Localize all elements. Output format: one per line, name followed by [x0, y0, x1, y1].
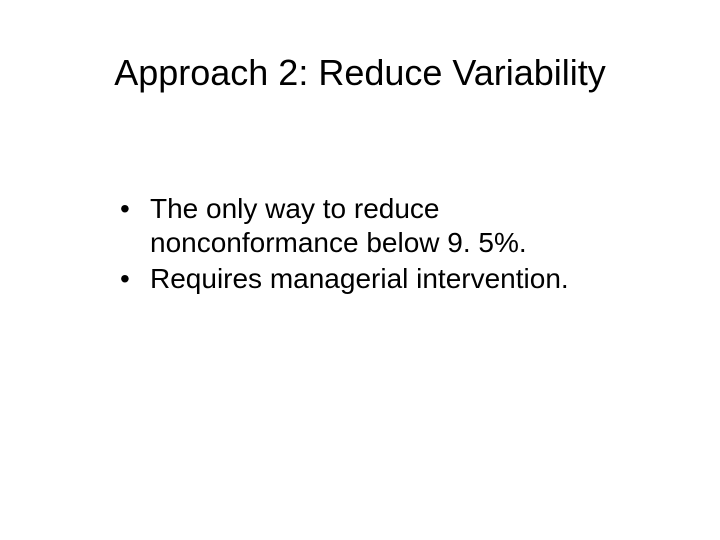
slide-title: Approach 2: Reduce Variability — [0, 52, 720, 94]
bullet-list: The only way to reduce nonconformance be… — [120, 192, 630, 298]
bullet-item: The only way to reduce nonconformance be… — [120, 192, 630, 260]
bullet-item: Requires managerial intervention. — [120, 262, 630, 296]
